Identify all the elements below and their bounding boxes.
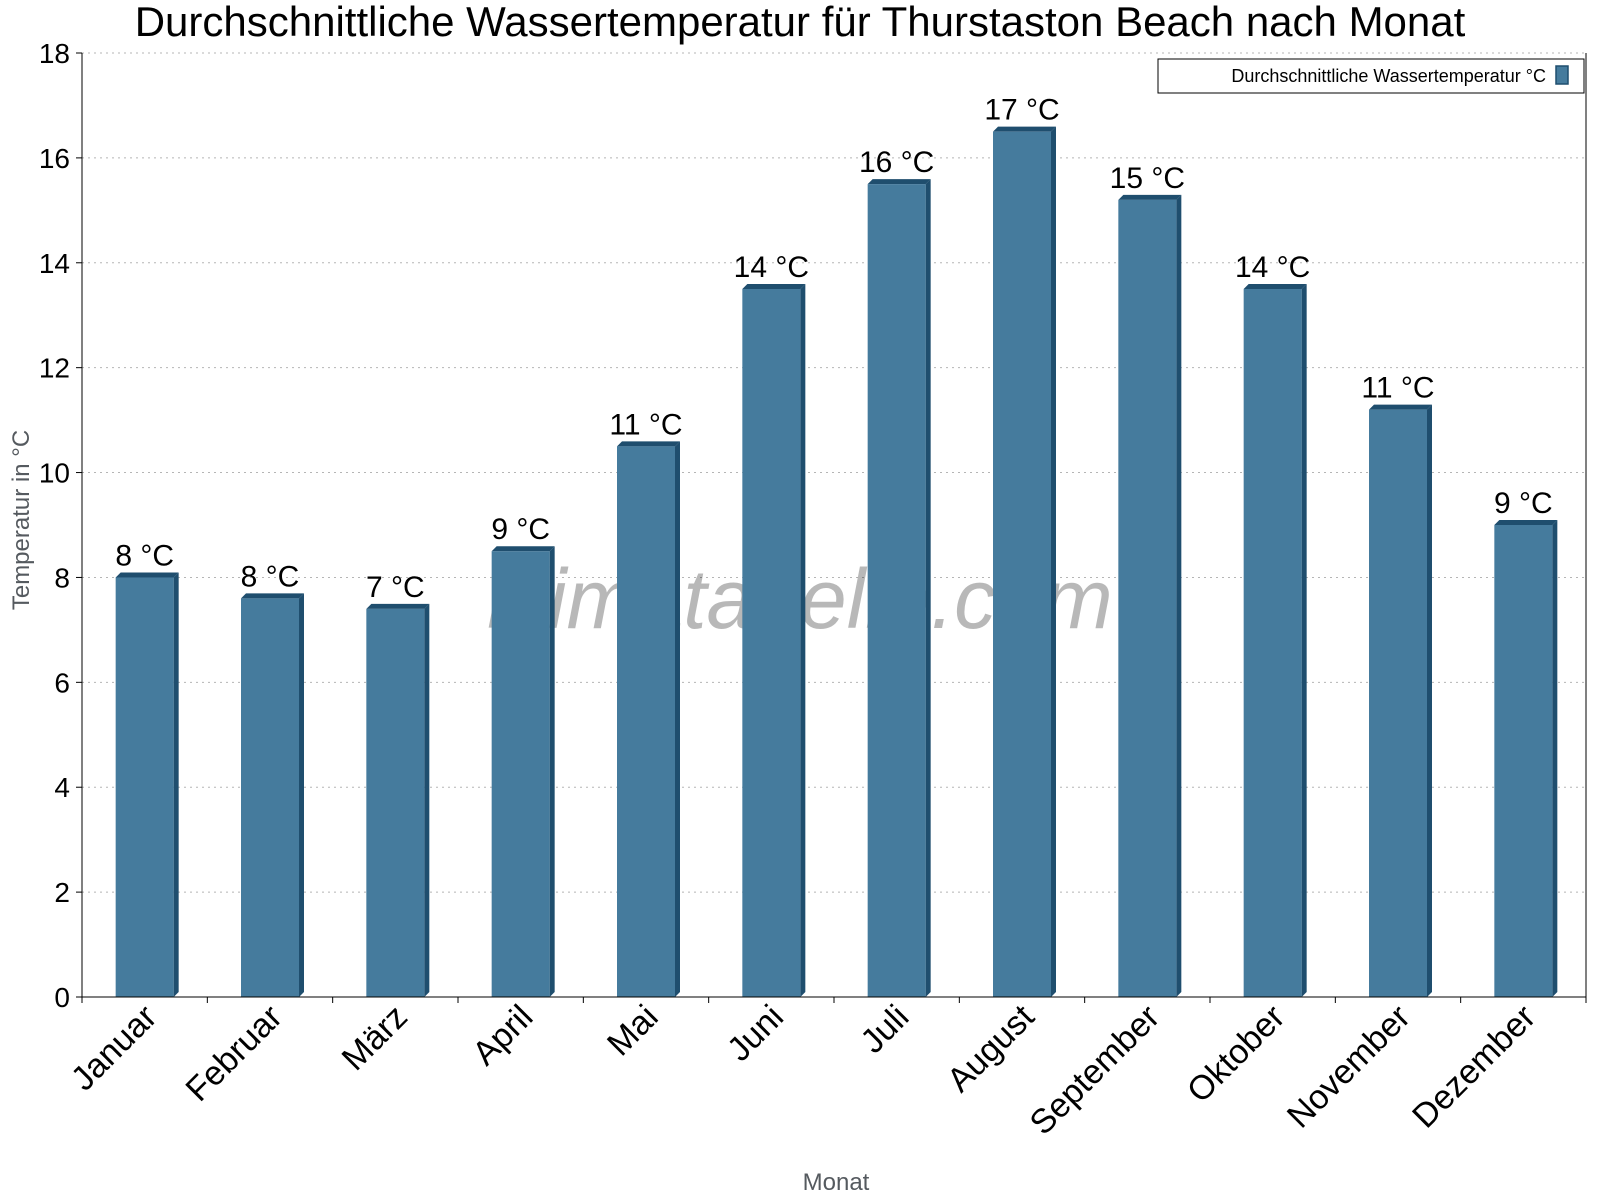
bar-5 (617, 441, 680, 997)
bar-top (115, 572, 179, 578)
bar-side (1176, 194, 1182, 997)
bar-7 (867, 179, 931, 998)
bar (993, 131, 1051, 997)
data-label: 8 °C (115, 539, 174, 572)
bar-2 (241, 593, 304, 997)
bar-top (491, 546, 555, 552)
data-label: 8 °C (241, 560, 300, 593)
legend-label: Durchschnittliche Wassertemperatur °C (1231, 66, 1546, 86)
bars (115, 126, 1558, 998)
y-tick-label: 16 (39, 143, 70, 174)
x-tick-label: April (465, 998, 540, 1073)
bar (241, 598, 299, 997)
bar-12 (1494, 520, 1558, 997)
legend-swatch (1555, 65, 1569, 85)
y-tick-label: 2 (54, 877, 70, 908)
axes: 0 2 4 6 8 10 12 14 16 18 (39, 38, 1587, 1013)
data-label: 11 °C (609, 408, 682, 441)
bar-side (549, 546, 555, 997)
bar-side (299, 593, 304, 997)
bar-top (993, 126, 1056, 132)
data-label: 15 °C (1110, 162, 1185, 195)
bar (617, 446, 675, 997)
data-label: 16 °C (859, 146, 934, 179)
bar-side (1427, 404, 1432, 998)
data-label: 9 °C (1494, 487, 1553, 520)
chart-title: Durchschnittliche Wassertemperatur für T… (135, 0, 1466, 45)
bar-6 (742, 284, 806, 997)
y-tick-label: 0 (54, 982, 70, 1013)
bar (1369, 409, 1427, 998)
x-tick-label: Juni (720, 998, 791, 1069)
x-axis-title: Monat (803, 1169, 870, 1196)
data-label: 14 °C (1235, 251, 1310, 284)
data-label: 9 °C (491, 513, 550, 546)
bar-side (925, 179, 931, 998)
bar-top (366, 603, 430, 609)
bar-side (424, 603, 430, 997)
bar (742, 289, 801, 997)
bar-side (173, 572, 179, 997)
bar (366, 608, 425, 997)
bar (491, 551, 550, 997)
bar-top (867, 179, 931, 185)
bar-side (1301, 284, 1307, 997)
legend-box (1157, 58, 1585, 94)
bar (115, 577, 174, 997)
y-tick-label: 8 (54, 562, 70, 593)
bar-side (800, 284, 806, 997)
x-tick-label: Januar (64, 998, 164, 1098)
y-tick-label: 6 (54, 667, 70, 698)
bar-top (617, 441, 680, 447)
bar (1118, 199, 1177, 997)
bar-top (1494, 520, 1558, 525)
data-label: 17 °C (984, 94, 1059, 127)
grid (82, 52, 1586, 893)
data-label: 11 °C (1361, 372, 1434, 405)
x-tick-label: November (1280, 998, 1418, 1136)
x-tick-label: Mai (600, 998, 666, 1064)
x-tick-label: Februar (179, 998, 290, 1109)
legend: Durchschnittliche Wassertemperatur °C (1157, 58, 1585, 94)
x-tick-label: Oktober (1180, 998, 1292, 1110)
y-tick-label: 14 (39, 248, 70, 279)
x-tick-label: August (940, 997, 1042, 1099)
y-tick-label: 18 (39, 38, 70, 69)
bar-top (1369, 404, 1432, 410)
bar-9 (1118, 194, 1182, 997)
y-tick-label: 4 (54, 772, 70, 803)
y-tick-label: 10 (39, 458, 70, 489)
x-tick-label: März (335, 998, 415, 1078)
bar-1 (115, 572, 179, 997)
bar-side (675, 441, 680, 997)
x-tick-label: September (1023, 998, 1167, 1142)
x-tick-label: Juli (853, 998, 916, 1061)
bar-11 (1369, 404, 1432, 998)
bar (867, 184, 926, 998)
bar-10 (1243, 284, 1307, 997)
bar-top (742, 284, 806, 289)
bar-side (1552, 520, 1558, 997)
bar-top (1243, 284, 1307, 289)
data-label: 14 °C (734, 251, 809, 284)
bar-4 (491, 546, 555, 997)
bar-8 (993, 126, 1056, 997)
bar-side (1051, 126, 1056, 997)
bar-top (241, 593, 304, 599)
data-label: 7 °C (366, 571, 425, 604)
y-axis-title: Temperatur in °C (8, 430, 35, 610)
bar-top (1118, 194, 1182, 200)
bar-3 (366, 603, 430, 997)
y-tick-label: 12 (39, 353, 70, 384)
x-tick-label: Dezember (1405, 998, 1543, 1136)
bar (1243, 289, 1302, 997)
bar (1494, 525, 1553, 997)
